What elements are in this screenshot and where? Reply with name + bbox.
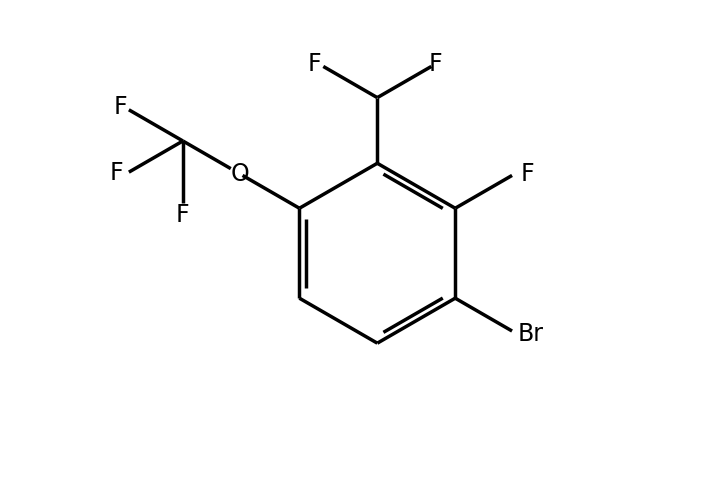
Text: F: F (110, 161, 124, 185)
Text: F: F (521, 162, 534, 185)
Text: F: F (176, 203, 190, 226)
Text: Br: Br (518, 322, 544, 346)
Text: O: O (231, 162, 249, 185)
Text: F: F (429, 51, 442, 76)
Text: F: F (308, 51, 321, 76)
Text: F: F (113, 95, 127, 119)
